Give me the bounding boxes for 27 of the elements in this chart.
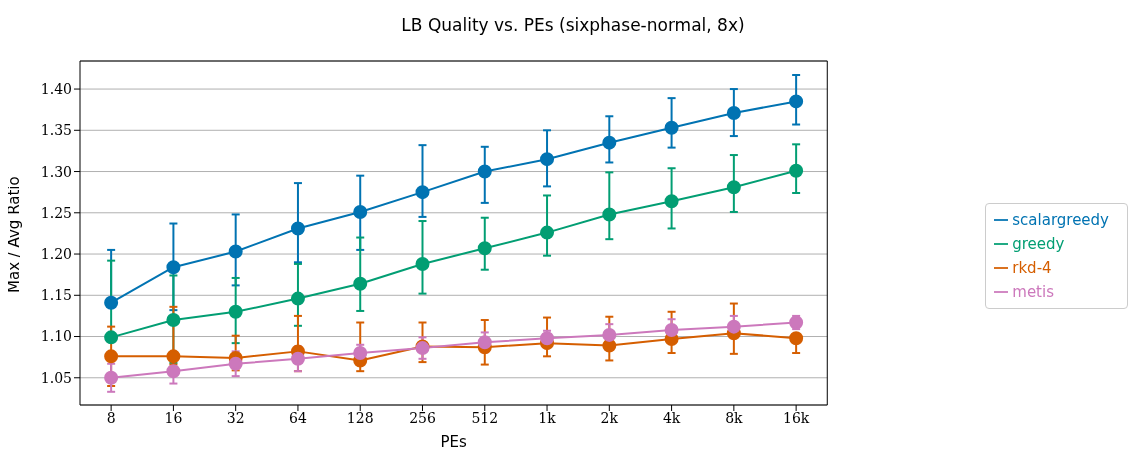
y-tick-label: 1.10: [40, 328, 72, 345]
x-tick-label: 8: [106, 409, 116, 426]
y-axis-title: Max / Avg Ratio: [5, 176, 24, 293]
x-tick-label: 4k: [662, 409, 681, 426]
x-tick-label: 128: [346, 409, 374, 426]
x-tick-label: 512: [471, 409, 499, 426]
x-tick-label: 32: [226, 409, 245, 426]
x-tick-label: 16: [164, 409, 183, 426]
legend-label: rkd-4: [1012, 258, 1052, 277]
x-axis-title: PEs: [440, 433, 467, 451]
x-tick-label: 256: [409, 409, 436, 426]
y-tick-label: 1.40: [40, 81, 72, 98]
y-tick-label: 1.20: [40, 246, 72, 263]
x-tick-label: 64: [289, 409, 307, 426]
y-tick-label: 1.15: [40, 287, 72, 304]
x-tick-label: 2k: [600, 409, 619, 426]
chart-title: LB Quality vs. PEs (sixphase-normal, 8x): [400, 14, 746, 37]
y-tick-label: 1.35: [40, 122, 72, 139]
legend-label: greedy: [1012, 234, 1065, 253]
legend-label: scalargreedy: [1012, 210, 1109, 229]
y-tick-label: 1.05: [40, 369, 72, 386]
y-tick-label: 1.25: [40, 204, 72, 221]
x-tick-label: 8k: [725, 409, 744, 426]
x-tick-label: 16k: [782, 409, 810, 426]
legend-label: metis: [1012, 282, 1054, 301]
x-tick-label: 1k: [538, 409, 557, 426]
y-tick-label: 1.30: [40, 163, 72, 180]
